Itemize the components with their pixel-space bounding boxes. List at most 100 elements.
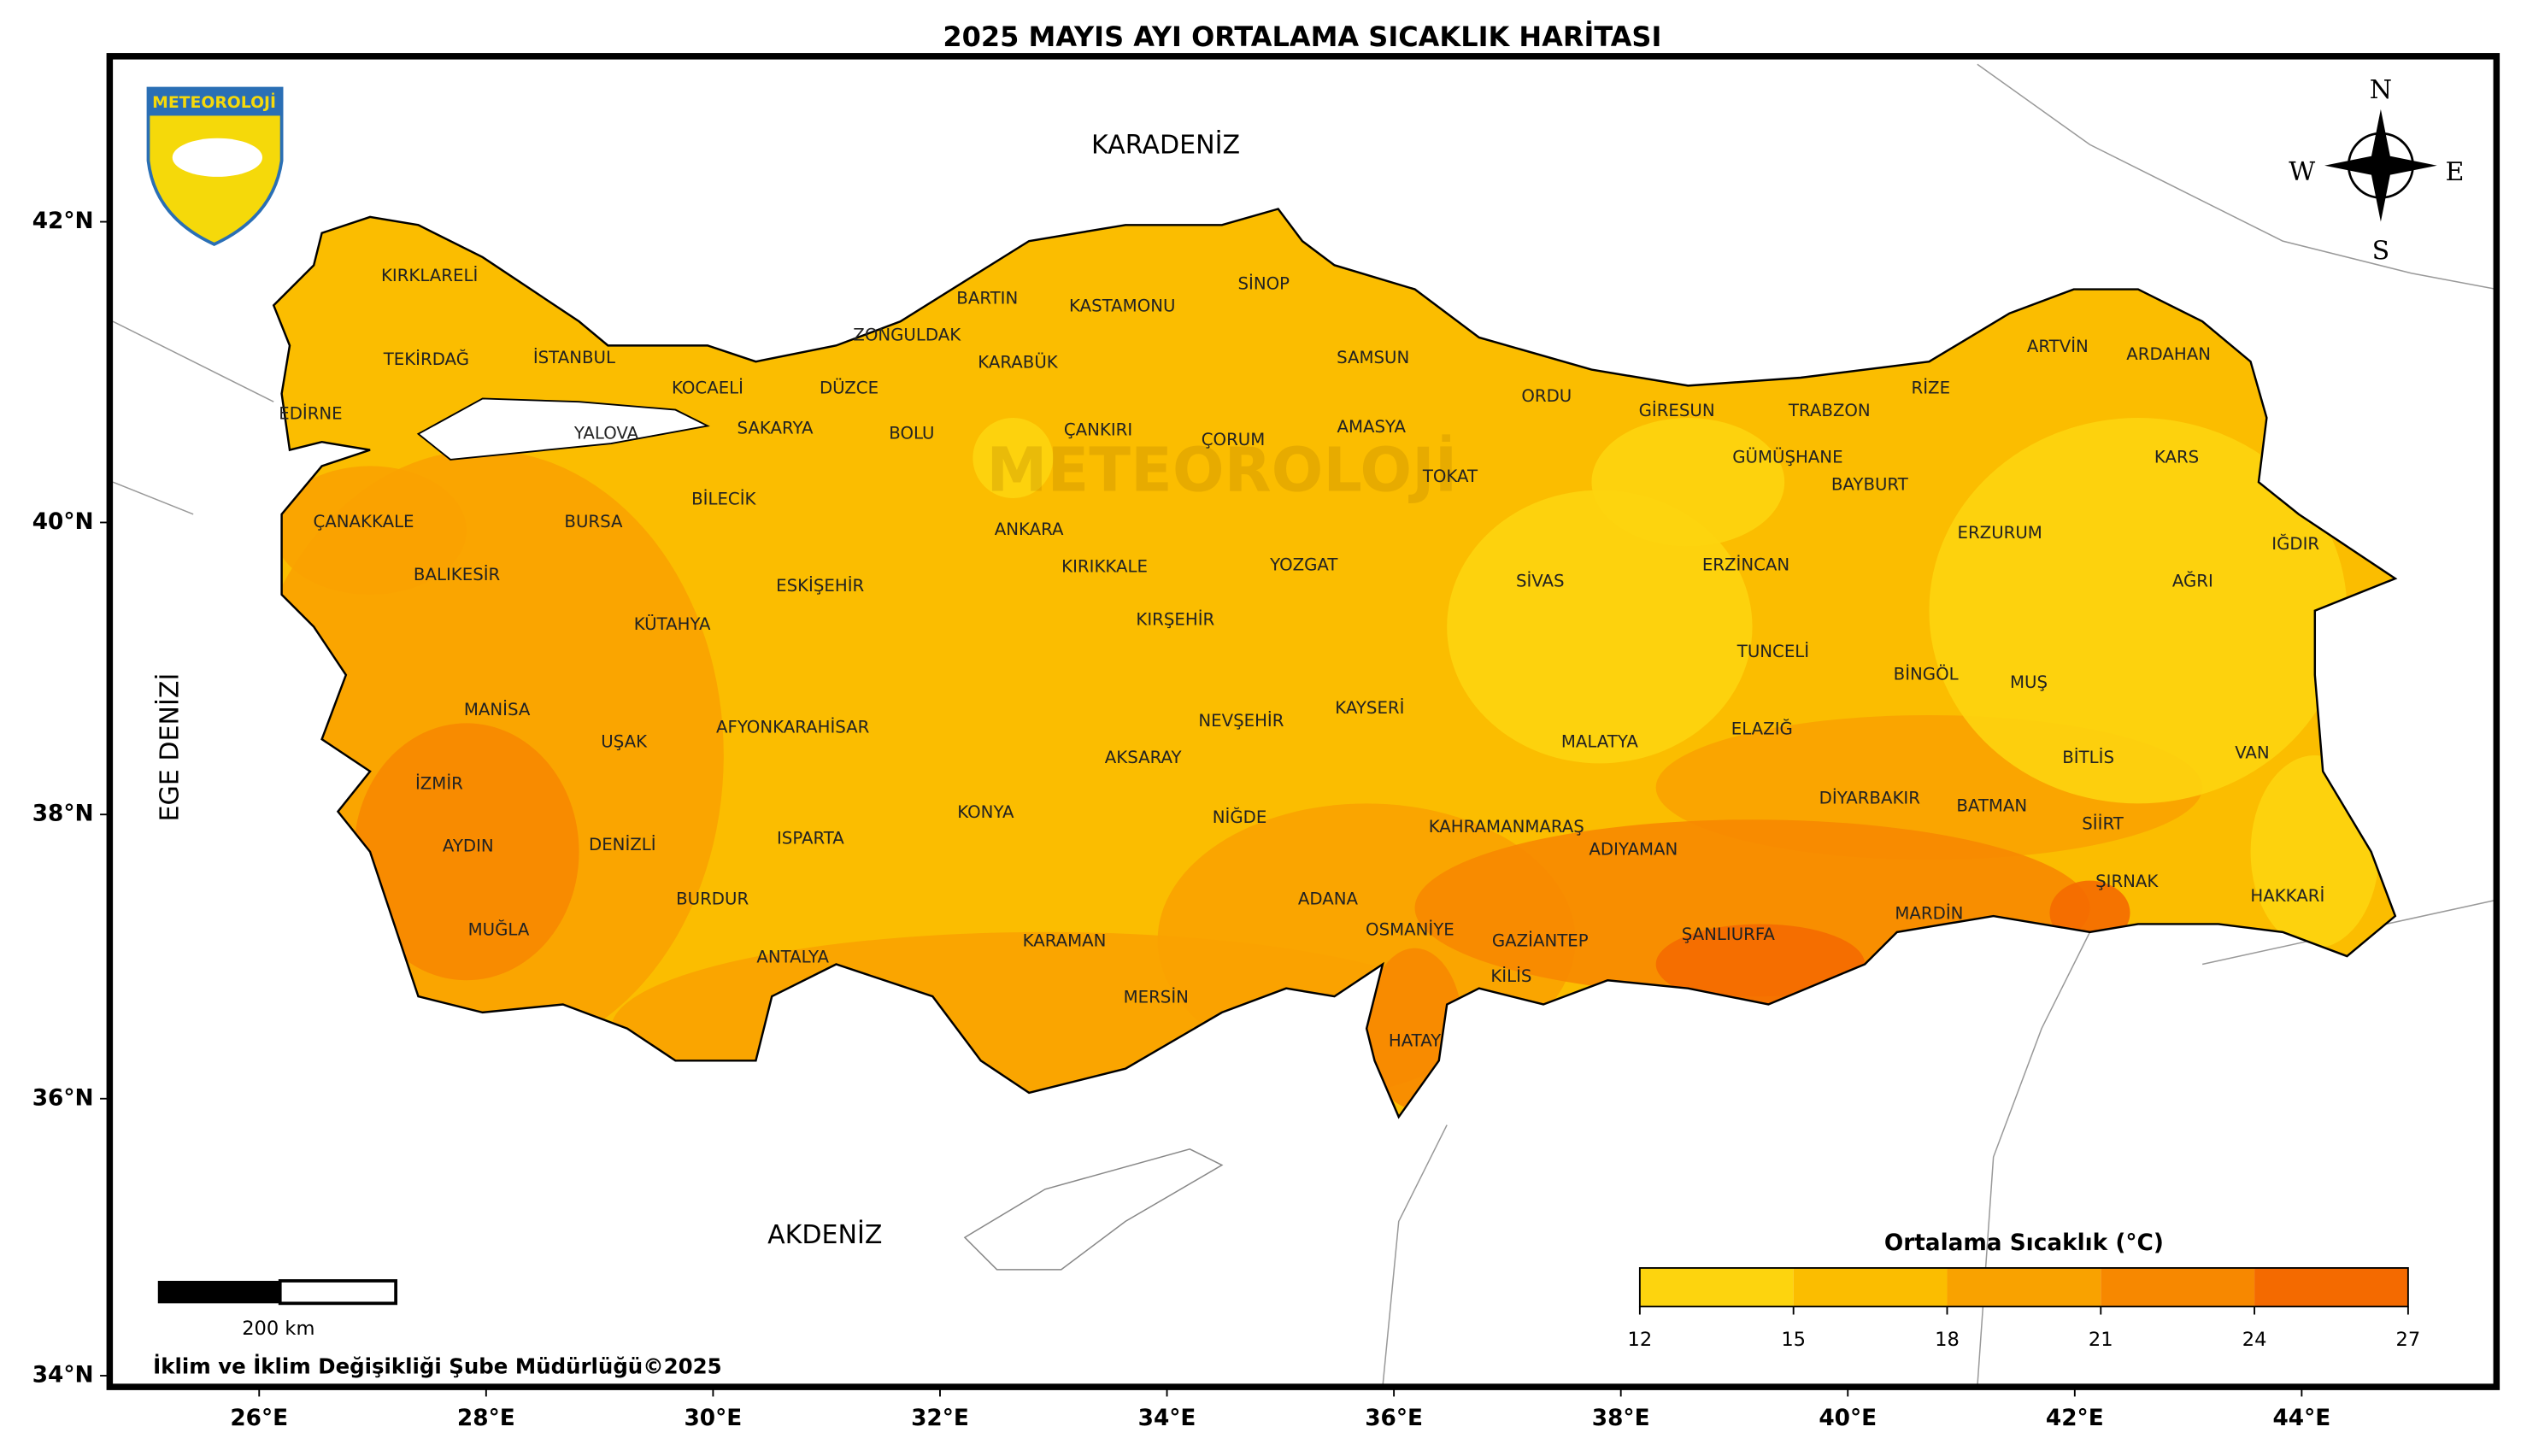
scale-bar-white xyxy=(278,1279,398,1306)
province-label: BİLECİK xyxy=(691,489,756,508)
province-label: HATAY xyxy=(1389,1030,1442,1050)
province-label: AMASYA xyxy=(1337,417,1406,437)
province-label: ISPARTA xyxy=(777,828,844,848)
province-label: SİİRT xyxy=(2082,813,2124,833)
compass-w: W xyxy=(2289,157,2315,187)
province-label: KÜTAHYA xyxy=(634,614,711,634)
province-label: MANİSA xyxy=(464,700,531,719)
colorbar-segment xyxy=(1793,1267,1948,1307)
lat-tick-label: 34°N xyxy=(32,1363,94,1388)
lon-tick-label: 36°E xyxy=(1365,1406,1423,1431)
province-label: AĞRI xyxy=(2172,570,2213,590)
province-label: DENİZLİ xyxy=(589,835,656,854)
colorbar-tick-label: 21 xyxy=(2089,1329,2113,1351)
lon-tick-label: 42°E xyxy=(2046,1406,2104,1431)
province-label: BALIKESİR xyxy=(414,565,501,584)
logo: METEOROLOJİ xyxy=(146,86,284,246)
compass-s: S xyxy=(2372,236,2390,266)
lat-tick-label: 38°N xyxy=(32,801,94,827)
colorbar-tick-label: 12 xyxy=(1628,1329,1653,1351)
province-label: BATMAN xyxy=(1956,796,2027,816)
province-label: ERZİNCAN xyxy=(1702,555,1789,575)
temperature-zone xyxy=(1655,924,1866,1005)
temperature-zone xyxy=(1447,490,1753,764)
province-label: AFYONKARAHİSAR xyxy=(716,718,870,737)
province-label: KIRŞEHİR xyxy=(1136,609,1214,629)
province-label: AKSARAY xyxy=(1105,748,1183,767)
province-label: ARTVİN xyxy=(2027,337,2089,356)
map-title: 2025 MAYIS AYI ORTALAMA SICAKLIK HARİTAS… xyxy=(943,21,1661,53)
province-label: KAYSERİ xyxy=(1335,698,1404,718)
province-label: RİZE xyxy=(1912,379,1951,398)
province-label: KIRKLARELİ xyxy=(381,266,478,285)
compass-star xyxy=(2324,109,2437,222)
lon-tick-label: 34°E xyxy=(1138,1406,1196,1431)
colorbar-tick-label: 15 xyxy=(1781,1329,1806,1351)
province-label: SİVAS xyxy=(1516,571,1565,590)
sea-label: EGE DENİZİ xyxy=(154,673,185,822)
sea-label: AKDENİZ xyxy=(767,1219,882,1250)
province-label: KOCAELİ xyxy=(672,379,743,398)
scale-bar-black xyxy=(157,1280,280,1304)
colorbar-segment xyxy=(2101,1267,2255,1307)
logo-text: METEOROLOJİ xyxy=(152,91,276,112)
province-label: MUŞ xyxy=(2010,672,2048,692)
province-label: BURSA xyxy=(564,512,623,531)
basemap xyxy=(109,56,2497,1388)
province-label: ORDU xyxy=(1521,386,1572,406)
province-label: OSMANİYE xyxy=(1366,919,1454,939)
colorbar-frame xyxy=(1638,1267,2409,1308)
scale-label: 200 km xyxy=(242,1318,314,1340)
province-label: ŞIRNAK xyxy=(2095,872,2159,891)
colorbar-segment xyxy=(1947,1267,2101,1307)
province-label: GİRESUN xyxy=(1639,401,1715,420)
compass-e: E xyxy=(2445,157,2464,187)
province-label: ANKARA xyxy=(995,520,1064,539)
province-label: KİLİS xyxy=(1490,966,1531,986)
province-label: YOZGAT xyxy=(1269,555,1338,575)
province-label: DİYARBAKIR xyxy=(1819,788,1921,807)
province-label: SİNOP xyxy=(1237,273,1290,293)
province-label: ANTALYA xyxy=(756,947,829,966)
colorbar-segment xyxy=(2254,1267,2408,1307)
colorbar-tick-label: 27 xyxy=(2396,1329,2421,1351)
province-label: İZMİR xyxy=(415,773,463,793)
logo-cloud xyxy=(172,138,263,177)
province-label: GAZİANTEP xyxy=(1492,931,1589,951)
province-label: GÜMÜŞHANE xyxy=(1732,448,1842,467)
province-label: TRABZON xyxy=(1788,401,1871,420)
watermark: METEOROLOJİ xyxy=(986,434,1457,505)
lat-tick-label: 36°N xyxy=(32,1085,94,1111)
temperature-zone xyxy=(273,466,467,595)
credit: İklim ve İklim Değişikliği Şube Müdürlüğ… xyxy=(153,1354,722,1379)
province-label: SAMSUN xyxy=(1337,348,1409,367)
province-label: BAYBURT xyxy=(1831,475,1909,495)
colorbar-segment xyxy=(1639,1267,1794,1307)
province-label: ÇANAKKALE xyxy=(313,512,414,531)
province-label: HAKKARİ xyxy=(2250,886,2324,906)
province-label: TEKİRDAĞ xyxy=(383,349,469,369)
temperature-zone xyxy=(1591,418,1785,547)
legend-title: Ortalama Sıcaklık (°C) xyxy=(1884,1230,2164,1256)
province-label: ELAZIĞ xyxy=(1731,718,1793,738)
province-label: TOKAT xyxy=(1422,467,1478,486)
lon-tick-label: 40°E xyxy=(1819,1406,1877,1431)
province-label: ADIYAMAN xyxy=(1589,839,1678,859)
temperature-zone xyxy=(1929,418,2348,804)
province-label: İSTANBUL xyxy=(533,348,615,367)
marmara-sea xyxy=(416,397,710,461)
province-label: BOLU xyxy=(889,423,934,443)
province-label: KASTAMONU xyxy=(1069,296,1175,316)
province-label: KONYA xyxy=(957,802,1014,822)
province-label: DÜZCE xyxy=(820,379,879,398)
province-label: ERZURUM xyxy=(1958,523,2042,543)
lon-tick-label: 38°E xyxy=(1592,1406,1650,1431)
province-label: TUNCELİ xyxy=(1736,642,1809,661)
compass: N E S W xyxy=(2289,75,2464,266)
province-label: EDİRNE xyxy=(279,404,342,424)
province-label: ESKİŞEHİR xyxy=(776,576,864,596)
province-label: BARTIN xyxy=(956,288,1018,308)
province-label: MERSİN xyxy=(1124,987,1189,1007)
temperature-zone xyxy=(973,418,1054,499)
